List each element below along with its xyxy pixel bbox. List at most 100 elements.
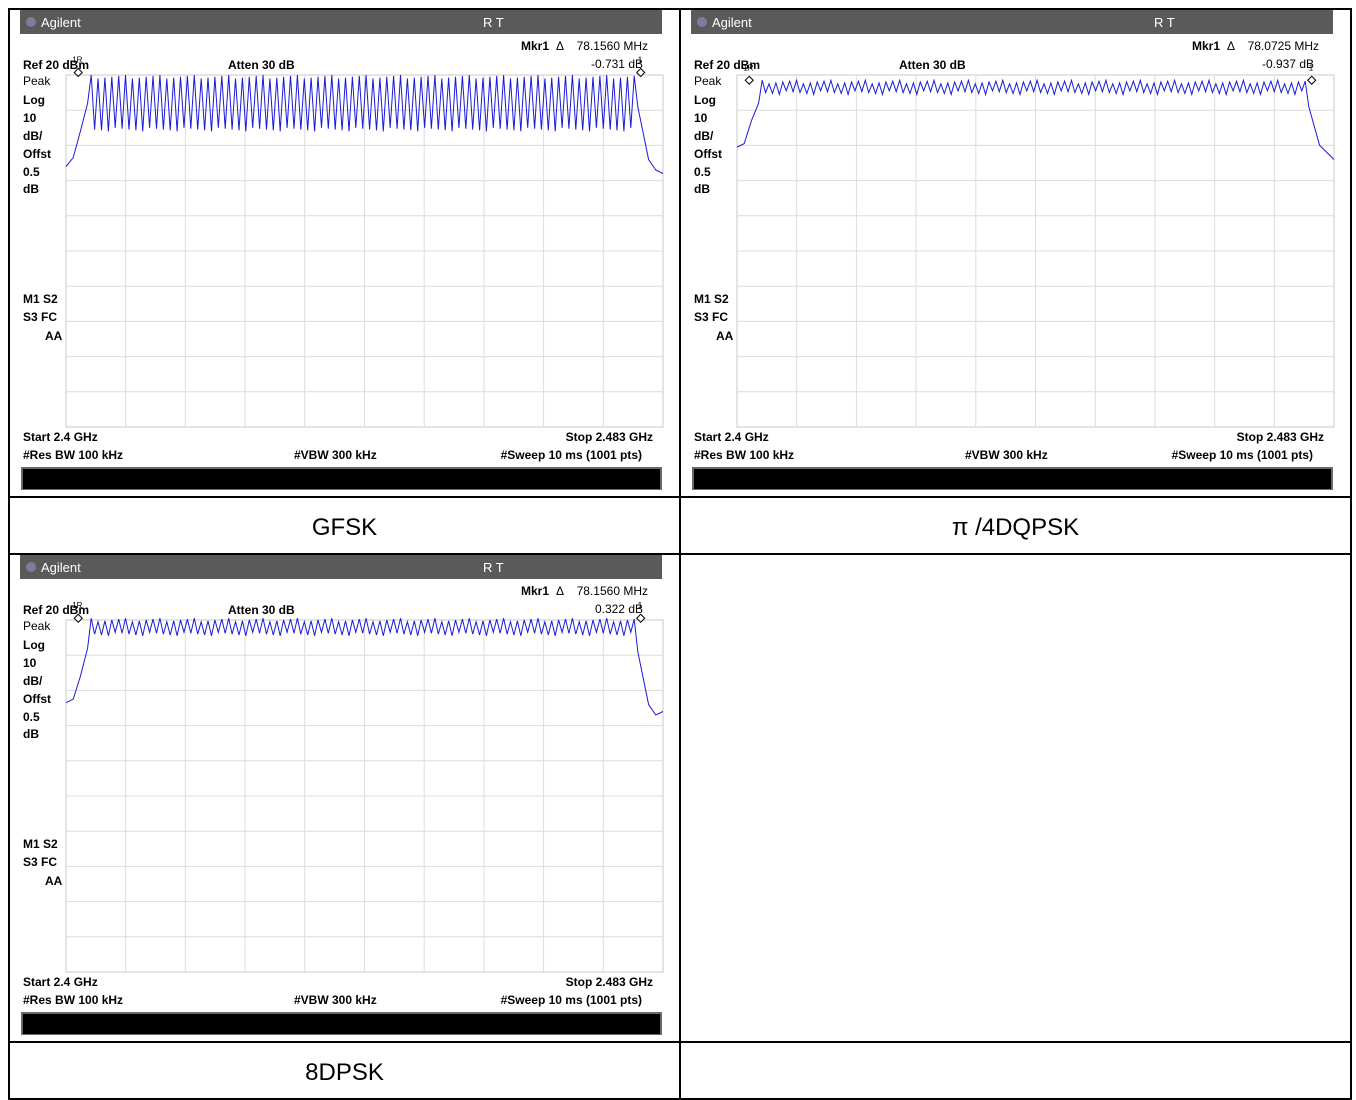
spectrum-plot: Agilent R T Mkr1 Δ 78.0725 MHz -0.937 dB Ref 2…: [691, 10, 1335, 490]
graticule: [65, 74, 664, 428]
marker-tag: 1R: [72, 56, 82, 65]
marker-label: Mkr1: [1192, 39, 1220, 53]
agilent-logo-icon: [26, 17, 36, 27]
title-bar: [691, 10, 1333, 34]
marker-delta-symbol: Δ: [1227, 39, 1235, 53]
scale-label: dB: [694, 182, 710, 196]
mode-label: S3 FC: [23, 855, 57, 869]
reference-level: Ref 20 dBm: [694, 58, 760, 72]
marker-diamond: [73, 613, 83, 623]
marker-tag: 1: [638, 601, 643, 610]
marker-label: Mkr1: [521, 39, 549, 53]
brand-label: Agilent: [41, 560, 81, 575]
spectrum-trace: [65, 618, 664, 716]
marker-frequency: 78.0725 MHz: [1248, 39, 1319, 53]
agilent-logo-icon: [26, 561, 36, 572]
marker-tag: 1R: [743, 63, 753, 72]
analyzer-screen-dqpsk: Agilent R T Mkr1 Δ 78.0725 MHz -0.937 dB Ref 2…: [691, 10, 1336, 490]
scale-label: dB: [23, 727, 39, 741]
marker-tag: 1R: [72, 601, 82, 610]
mode-label: AA: [45, 329, 63, 343]
sweep-time: #Sweep 10 ms (1001 pts): [501, 448, 642, 462]
scale-label: 0.5: [23, 165, 40, 179]
marker-frequency: 78.1560 MHz: [577, 584, 648, 598]
marker-label: Mkr1: [521, 584, 549, 598]
brand-label: Agilent: [41, 15, 81, 30]
marker-diamond: [73, 67, 83, 78]
analyzer-screen-gfsk: Agilent R T Mkr1 Δ 78.1560 MHz -0.731 dB Ref 2…: [20, 10, 665, 490]
stop-frequency: Stop 2.483 GHz: [1237, 430, 1324, 444]
scale-label: Log: [23, 638, 45, 652]
spectrum-plot: Agilent R T Mkr1 Δ 78.1560 MHz 0.322 dB Ref 20…: [20, 554, 664, 1035]
marker-diamond: [1306, 75, 1317, 85]
agilent-logo-icon: [697, 17, 707, 27]
mode-label: S3 FC: [23, 310, 57, 324]
caption-gfsk-cell: GFSK: [8, 496, 681, 555]
graticule: [736, 74, 1335, 428]
scale-label: dB/: [694, 129, 714, 143]
status-strip: [692, 467, 1333, 490]
mode-label: S3 FC: [694, 310, 728, 324]
marker-tag: 1: [638, 56, 643, 65]
sweep-time: #Sweep 10 ms (1001 pts): [1172, 448, 1313, 462]
caption-dqpsk: π /4DQPSK: [951, 513, 1080, 541]
attenuation: Atten 30 dB: [228, 603, 295, 617]
graticule: [65, 619, 664, 973]
marker-value: -0.731 dB: [591, 57, 643, 71]
scale-label: Offst: [23, 692, 51, 706]
marker-delta-symbol: Δ: [556, 39, 564, 53]
status-strip: [21, 1011, 662, 1035]
scale-label: dB: [23, 182, 39, 196]
scale-label: Log: [23, 93, 45, 107]
scale-label: 10: [23, 111, 37, 125]
analyzer-screen-8dpsk: Agilent R T Mkr1 Δ 78.1560 MHz 0.322 dB Ref 20…: [20, 554, 665, 1035]
scale-label: 10: [694, 111, 708, 125]
cell-8dpsk-plot: Agilent R T Mkr1 Δ 78.1560 MHz 0.322 dB Ref 20…: [8, 552, 681, 1044]
reference-level: Ref 20 dBm: [23, 603, 89, 617]
results-table: Agilent R T Mkr1 Δ 78.1560 MHz -0.731 dB Ref 2…: [8, 7, 1352, 1100]
start-frequency: Start 2.4 GHz: [23, 975, 98, 989]
scale-label: Peak: [23, 74, 51, 88]
start-frequency: Start 2.4 GHz: [23, 430, 98, 444]
cell-gfsk-plot: Agilent R T Mkr1 Δ 78.1560 MHz -0.731 dB Ref 2…: [8, 7, 681, 499]
spectrum-trace: [65, 74, 664, 175]
sweep-time: #Sweep 10 ms (1001 pts): [501, 993, 642, 1007]
mode-label: M1 S2: [694, 292, 729, 306]
scale-label: Peak: [23, 619, 51, 633]
mode-label: AA: [45, 874, 63, 888]
scale-label: Peak: [694, 74, 722, 88]
status-label: R T: [483, 15, 504, 30]
resolution-bandwidth: #Res BW 100 kHz: [23, 448, 123, 462]
marker-tag: 1: [1309, 63, 1314, 72]
marker-diamond: [635, 67, 646, 78]
scale-label: Log: [694, 93, 716, 107]
scale-label: dB/: [23, 129, 43, 143]
video-bandwidth: #VBW 300 kHz: [965, 448, 1048, 462]
mode-label: AA: [716, 329, 734, 343]
marker-delta-symbol: Δ: [556, 584, 564, 598]
status-label: R T: [1154, 15, 1175, 30]
caption-8dpsk-cell: 8DPSK: [8, 1041, 681, 1100]
scale-label: Offst: [694, 147, 722, 161]
empty-cell: [679, 552, 1352, 1044]
mode-label: M1 S2: [23, 837, 58, 851]
video-bandwidth: #VBW 300 kHz: [294, 993, 377, 1007]
attenuation: Atten 30 dB: [899, 58, 966, 72]
stop-frequency: Stop 2.483 GHz: [566, 430, 653, 444]
caption-8dpsk: 8DPSK: [305, 1058, 384, 1086]
marker-diamond: [744, 75, 754, 85]
empty-caption-cell: [679, 1041, 1352, 1100]
spectrum-plot: Agilent R T Mkr1 Δ 78.1560 MHz -0.731 dB Ref 2…: [20, 10, 664, 490]
resolution-bandwidth: #Res BW 100 kHz: [23, 993, 123, 1007]
title-bar: [20, 554, 662, 579]
spectrum-trace: [736, 78, 1335, 160]
stop-frequency: Stop 2.483 GHz: [566, 975, 653, 989]
caption-gfsk: GFSK: [311, 513, 378, 541]
resolution-bandwidth: #Res BW 100 kHz: [694, 448, 794, 462]
title-bar: [20, 10, 662, 34]
brand-label: Agilent: [712, 15, 752, 30]
status-strip: [21, 467, 662, 490]
scale-label: 0.5: [23, 710, 40, 724]
scale-label: Offst: [23, 147, 51, 161]
video-bandwidth: #VBW 300 kHz: [294, 448, 377, 462]
